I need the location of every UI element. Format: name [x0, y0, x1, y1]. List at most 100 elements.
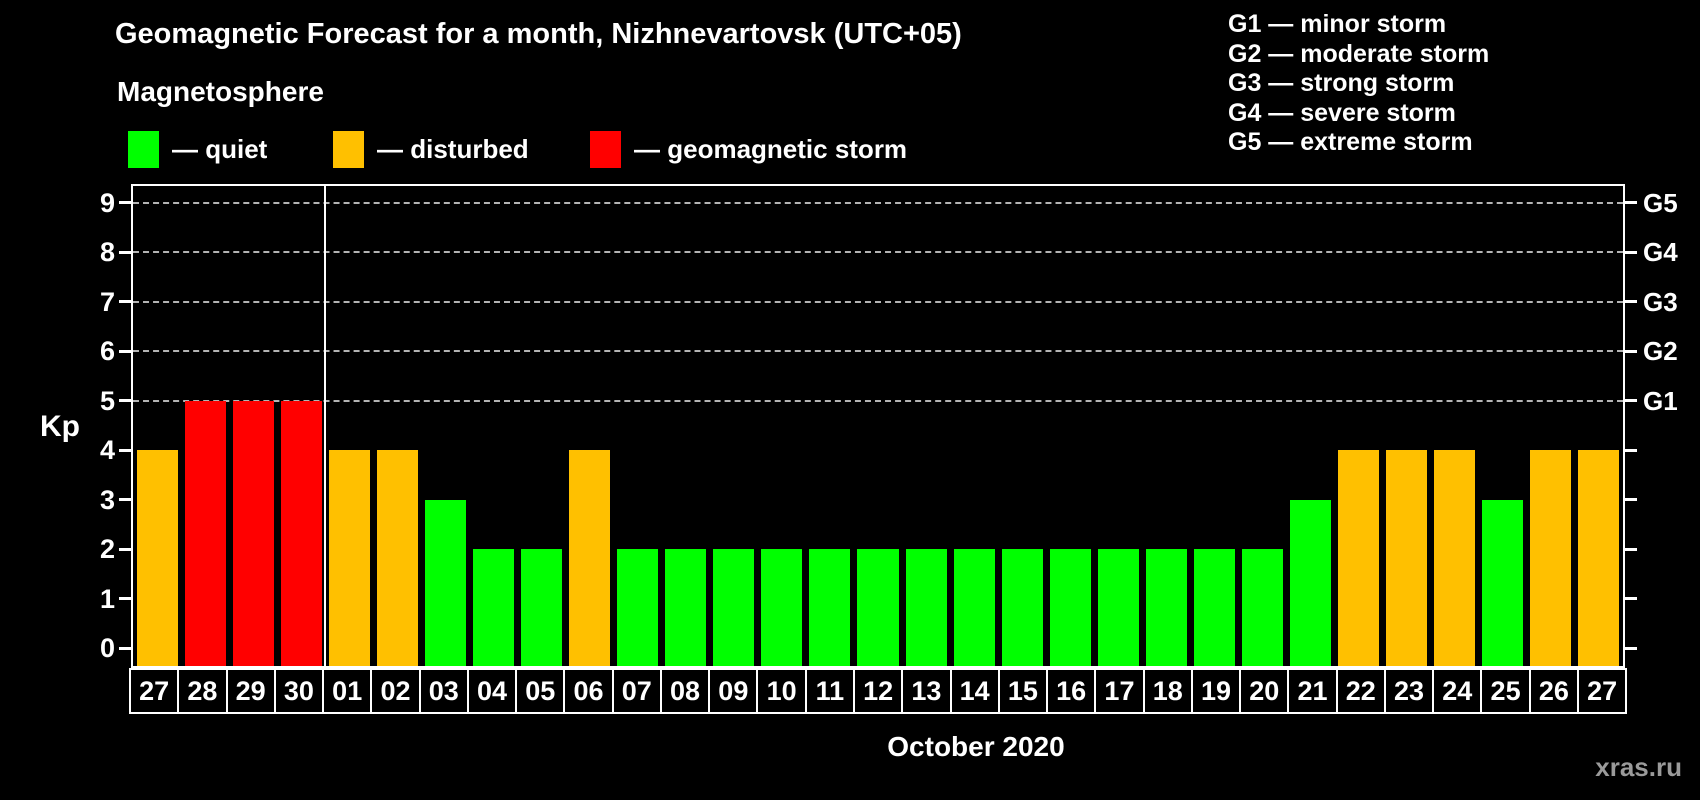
- kp-bar: [761, 549, 803, 666]
- gridline-kp5: [133, 399, 1623, 402]
- date-label: 04: [466, 668, 518, 714]
- quiet-swatch-icon: [128, 131, 159, 168]
- y-tick-mark-left: [119, 498, 131, 501]
- g-scale-tick-label: G3: [1643, 286, 1678, 317]
- date-label: 27: [1576, 668, 1628, 714]
- y-axis-label: Kp: [40, 410, 80, 443]
- y-tick-mark-left: [119, 597, 131, 600]
- y-tick-mark-right: [1625, 547, 1637, 551]
- kp-bar: [1482, 499, 1524, 666]
- g-scale-legend: G1 — minor storm G2 — moderate storm G3 — …: [1228, 10, 1489, 158]
- chart-title: Geomagnetic Forecast for a month, Nizhne…: [115, 18, 962, 50]
- kp-bar: [1241, 549, 1284, 666]
- date-label: 26: [1528, 668, 1579, 714]
- date-label: 16: [1046, 668, 1097, 714]
- date-label: 18: [1142, 668, 1193, 714]
- y-tick-label: 7: [99, 286, 115, 317]
- watermark: xras.ru: [1595, 752, 1682, 782]
- g-legend-line: G2 — moderate storm: [1228, 39, 1490, 68]
- y-tick-mark-right: [1625, 646, 1637, 650]
- g-legend-line: G1 — minor storm: [1228, 10, 1447, 38]
- date-label: 30: [273, 668, 325, 714]
- chart-subtitle: Magnetosphere: [117, 76, 324, 107]
- kp-bar: [569, 450, 611, 666]
- date-label: 22: [1335, 668, 1386, 714]
- y-tick-label: 8: [99, 237, 115, 267]
- y-tick-mark-right: [1625, 201, 1637, 204]
- date-label: 20: [1239, 668, 1290, 714]
- kp-bar: [424, 499, 466, 666]
- plot-area: [131, 184, 1625, 668]
- kp-bar: [1530, 450, 1572, 666]
- y-tick-mark-right: [1625, 399, 1637, 402]
- y-tick-mark-left: [119, 646, 131, 650]
- legend-item-label: — geomagnetic storm: [634, 134, 908, 164]
- date-label: 01: [322, 668, 373, 714]
- g-scale-tick-label: G1: [1643, 385, 1678, 416]
- y-tick-label: 6: [99, 336, 115, 366]
- gridline-kp8: [133, 251, 1623, 253]
- g-scale-tick-label: G4: [1643, 237, 1678, 267]
- y-tick-mark-left: [119, 399, 131, 402]
- kp-bar: [376, 450, 418, 666]
- kp-bar: [136, 450, 178, 666]
- y-tick-mark-right: [1625, 597, 1637, 600]
- y-tick-mark-right: [1625, 250, 1637, 254]
- g-scale-tick-label: G2: [1643, 336, 1678, 366]
- y-tick-label: 9: [99, 187, 115, 218]
- kp-bar: [665, 549, 707, 666]
- date-label: 29: [225, 668, 276, 714]
- y-tick-label: 1: [99, 583, 115, 614]
- y-tick-mark-right: [1625, 498, 1637, 501]
- gridline-kp7: [133, 300, 1623, 303]
- kp-bar: [1578, 450, 1620, 666]
- y-tick-label: 0: [99, 633, 115, 663]
- g-legend-line: G5 — extreme storm: [1228, 128, 1473, 156]
- date-label: 25: [1480, 668, 1531, 714]
- kp-bar: [905, 549, 947, 666]
- legend-item-label: — disturbed: [377, 134, 529, 164]
- y-tick-mark-right: [1625, 300, 1637, 303]
- g-legend-line: G3 — strong storm: [1228, 69, 1455, 97]
- kp-bar: [1290, 499, 1332, 666]
- date-label: 08: [659, 668, 711, 714]
- gridline-kp6: [133, 350, 1623, 352]
- storm-swatch-icon: [590, 131, 621, 168]
- kp-bar: [953, 549, 995, 666]
- kp-bar: [280, 400, 322, 666]
- date-label: 07: [611, 668, 662, 714]
- date-label: 24: [1432, 668, 1483, 714]
- kp-bar: [617, 549, 659, 666]
- kp-bar: [1001, 549, 1043, 666]
- date-label: 02: [370, 668, 421, 714]
- kp-bar: [521, 549, 563, 666]
- kp-bar: [1338, 450, 1380, 666]
- kp-bar: [1386, 450, 1428, 666]
- gridline-kp9: [133, 201, 1623, 204]
- date-label: 09: [708, 668, 759, 714]
- y-tick-mark-left: [119, 448, 131, 452]
- x-axis-label: October 2020: [887, 731, 1065, 762]
- date-label: 19: [1190, 668, 1242, 714]
- kp-bar: [1434, 450, 1476, 666]
- date-label: 06: [563, 668, 614, 714]
- kp-bar: [809, 549, 851, 666]
- kp-bar: [713, 549, 755, 666]
- month-separator-line: [324, 186, 327, 666]
- date-label: 17: [1094, 668, 1145, 714]
- date-label: 21: [1287, 668, 1338, 714]
- date-label: 27: [129, 668, 180, 714]
- y-tick-mark-left: [119, 300, 131, 303]
- kp-bar: [184, 400, 226, 666]
- disturbed-swatch-icon: [333, 131, 364, 168]
- y-tick-mark-right: [1625, 448, 1637, 452]
- date-label: 12: [852, 668, 904, 714]
- y-tick-mark-left: [119, 349, 131, 353]
- kp-bar: [328, 450, 370, 666]
- y-tick-mark-right: [1625, 349, 1637, 353]
- date-label: 05: [515, 668, 566, 714]
- kp-bar: [1097, 549, 1139, 666]
- date-label: 28: [177, 668, 228, 714]
- kp-bar: [1193, 549, 1235, 666]
